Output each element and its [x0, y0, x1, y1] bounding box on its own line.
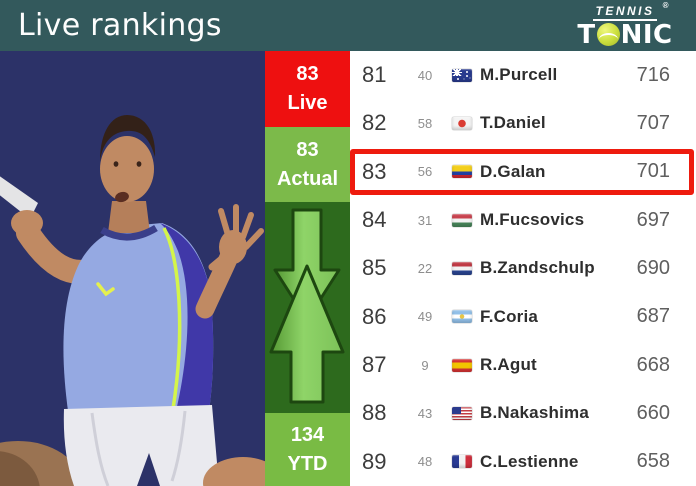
table-row: 88 43 B.Nakashima 660 [350, 389, 696, 437]
argentina-flag-icon [452, 310, 472, 324]
france-flag-icon [452, 455, 472, 469]
australia-flag-icon [452, 68, 472, 82]
player-name: M.Fucsovics [480, 210, 585, 230]
secondary-number: 9 [421, 357, 429, 373]
page-title: Live rankings [18, 7, 222, 43]
points-value: 697 [636, 208, 670, 231]
secondary-number: 48 [417, 454, 433, 470]
tennis-ball-icon [596, 23, 620, 46]
rank-value: 83 [362, 158, 387, 184]
table-row: 84 31 M.Fucsovics 697 [350, 196, 696, 244]
table-row: 89 48 C.Lestienne 658 [350, 438, 696, 486]
rank-value: 88 [362, 400, 387, 426]
secondary-number: 58 [417, 115, 433, 131]
table-row: 86 49 F.Coria 687 [350, 293, 696, 341]
actual-rank-value: 83 [296, 138, 319, 161]
usa-flag-icon [452, 406, 472, 420]
rank-movement-block [265, 202, 350, 413]
ytd-value: 134 [290, 423, 325, 446]
secondary-number: 49 [417, 309, 433, 325]
points-value: 707 [636, 111, 670, 134]
player-name: B.Zandschulp [480, 258, 595, 278]
ranking-summary: 83 Live 83 Actual 134 YTD [265, 51, 350, 486]
tennis-tonic-logo: TENNIS ® T NIC [564, 1, 686, 49]
table-row: 82 58 T.Daniel 707 [350, 99, 696, 147]
player-name: C.Lestienne [480, 451, 579, 471]
live-rank-block: 83 Live [265, 51, 350, 127]
rank-value: 81 [362, 62, 387, 88]
netherlands-flag-icon [452, 261, 472, 275]
rank-value: 87 [362, 352, 387, 378]
points-value: 716 [636, 63, 670, 86]
secondary-number: 31 [417, 212, 433, 228]
points-value: 660 [636, 401, 670, 424]
rank-value: 82 [362, 110, 387, 136]
logo-t-letter: T [577, 19, 596, 50]
logo-nic-letters: NIC [620, 19, 673, 50]
actual-rank-block: 83 Actual [265, 127, 350, 202]
player-name: M.Purcell [480, 65, 558, 85]
table-row: 81 40 M.Purcell 716 [350, 51, 696, 99]
points-value: 687 [636, 305, 670, 328]
rank-value: 86 [362, 303, 387, 329]
player-name: F.Coria [480, 306, 539, 326]
rankings-table: 81 40 M.Purcell 716 82 58 T.Daniel 707 8… [350, 51, 696, 486]
live-rank-value: 83 [296, 63, 319, 85]
points-value: 668 [636, 353, 670, 376]
points-value: 658 [636, 450, 670, 473]
ytd-label: YTD [287, 452, 328, 475]
points-value: 690 [636, 256, 670, 279]
table-row: 85 22 B.Zandschulp 690 [350, 244, 696, 292]
registered-trademark: ® [662, 0, 669, 10]
logo-tonic-wordmark: T NIC [577, 22, 672, 48]
table-row: 87 9 R.Agut 668 [350, 341, 696, 389]
table-row: 83 56 D.Galan 701 [350, 148, 696, 196]
colombia-flag-icon [452, 165, 472, 179]
player-name: T.Daniel [480, 113, 546, 133]
player-name: D.Galan [480, 161, 546, 181]
points-value: 701 [636, 160, 670, 183]
spain-flag-icon [452, 358, 472, 372]
rank-value: 84 [362, 207, 387, 233]
rank-value: 89 [362, 448, 387, 474]
japan-flag-icon [452, 116, 472, 130]
live-rank-label: Live [287, 92, 328, 114]
down-up-arrows-icon [269, 208, 345, 404]
logo-tennis-text: TENNIS [595, 3, 655, 18]
ytd-block: 134 YTD [265, 413, 350, 486]
secondary-number: 56 [417, 164, 433, 180]
header: Live rankings TENNIS ® T NIC [0, 0, 696, 51]
secondary-number: 22 [417, 260, 433, 276]
player-photo [0, 51, 265, 486]
actual-rank-label: Actual [276, 167, 339, 190]
player-name: R.Agut [480, 355, 537, 375]
secondary-number: 40 [417, 67, 433, 83]
hungary-flag-icon [452, 213, 472, 227]
player-illustration [0, 51, 265, 486]
secondary-number: 43 [417, 405, 433, 421]
player-name: B.Nakashima [480, 403, 589, 423]
rank-value: 85 [362, 255, 387, 281]
logo-tennis-wordmark: TENNIS ® [593, 1, 669, 21]
